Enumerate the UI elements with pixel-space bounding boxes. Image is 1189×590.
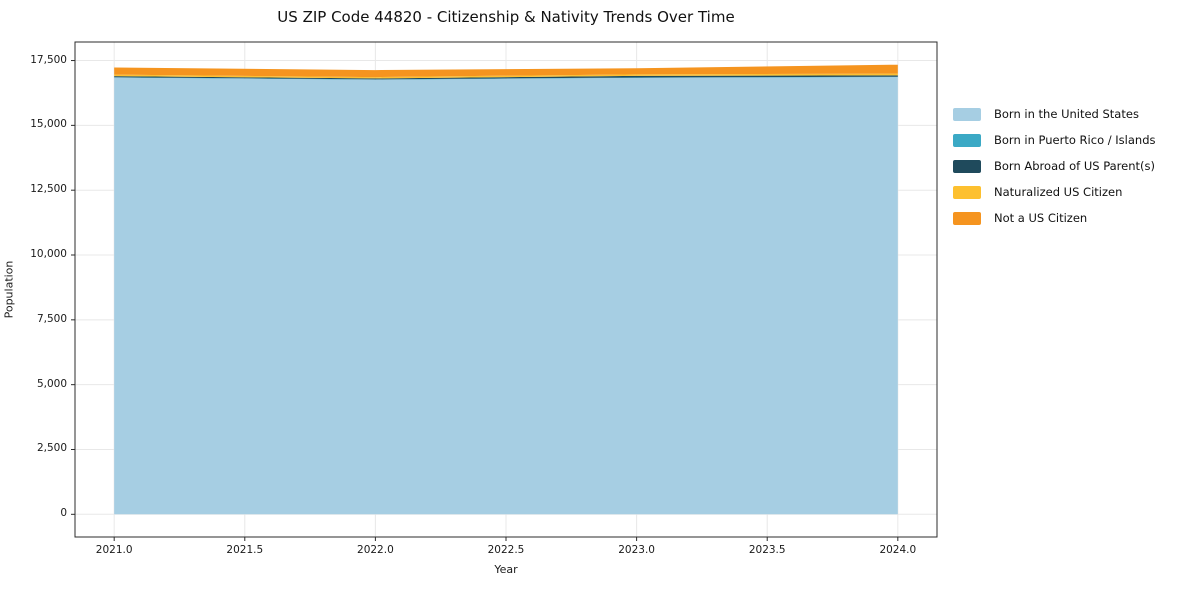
legend-swatch-icon xyxy=(953,133,981,147)
y-tick-label: 2,500 xyxy=(36,442,67,455)
area-series xyxy=(114,75,898,80)
legend-swatch-icon xyxy=(953,159,981,173)
legend-label: Not a US Citizen xyxy=(994,211,1088,225)
x-tick-label: 2022.0 xyxy=(357,544,394,556)
area-series xyxy=(114,76,898,80)
chart-title: US ZIP Code 44820 - Citizenship & Nativi… xyxy=(277,8,735,26)
legend-item: Not a US Citizen xyxy=(953,205,1156,231)
area-series xyxy=(114,64,898,78)
x-tick-label: 2023.0 xyxy=(618,544,655,556)
chart-legend: Born in the United States Born in Puerto … xyxy=(953,101,1156,231)
y-tick-label: 17,500 xyxy=(30,53,67,66)
legend-label: Born in Puerto Rico / Islands xyxy=(994,133,1156,147)
area-series xyxy=(114,77,898,515)
x-tick-label: 2021.5 xyxy=(226,544,264,556)
legend-item: Born in Puerto Rico / Islands xyxy=(953,127,1156,153)
x-tick-label: 2024.0 xyxy=(879,544,917,556)
legend-swatch-icon xyxy=(953,107,981,121)
legend-swatch-icon xyxy=(953,211,981,225)
y-tick-label: 12,500 xyxy=(30,183,67,196)
y-tick-label: 0 xyxy=(60,507,67,520)
x-tick-label: 2022.5 xyxy=(487,544,525,556)
x-tick-label: 2023.5 xyxy=(748,544,786,556)
y-tick-label: 7,500 xyxy=(36,312,67,325)
legend-item: Born in the United States xyxy=(953,101,1156,127)
x-tick-label: 2021.0 xyxy=(95,544,133,556)
legend-swatch-icon xyxy=(953,185,981,199)
legend-label: Naturalized US Citizen xyxy=(994,185,1123,199)
legend-item: Naturalized US Citizen xyxy=(953,179,1156,205)
x-axis-title: Year xyxy=(494,563,518,576)
legend-item: Born Abroad of US Parent(s) xyxy=(953,153,1156,179)
legend-label: Born in the United States xyxy=(994,107,1139,121)
y-tick-label: 5,000 xyxy=(36,377,67,390)
area-series xyxy=(114,73,898,79)
y-tick-label: 15,000 xyxy=(30,118,67,131)
legend-label: Born Abroad of US Parent(s) xyxy=(994,159,1155,173)
y-tick-label: 10,000 xyxy=(30,248,67,260)
